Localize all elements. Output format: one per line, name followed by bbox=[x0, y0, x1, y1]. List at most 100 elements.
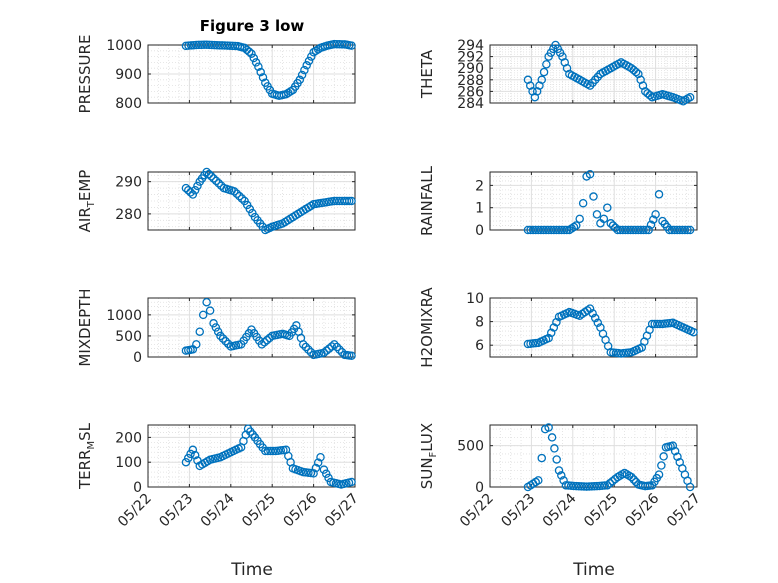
y-tick-label: 286 bbox=[457, 84, 484, 100]
y-axis-label: MIXDEPTH bbox=[76, 288, 94, 366]
data-point bbox=[183, 453, 193, 463]
data-point bbox=[689, 327, 698, 337]
x-tick-label: 05/25 bbox=[239, 491, 279, 531]
data-point bbox=[319, 465, 329, 474]
data-point bbox=[649, 215, 658, 224]
data-point bbox=[569, 222, 579, 232]
data-point bbox=[562, 225, 572, 235]
data-point bbox=[585, 304, 595, 313]
y-axis-label: PRESSURE bbox=[76, 35, 94, 114]
data-point bbox=[211, 176, 221, 186]
data-point bbox=[673, 452, 682, 461]
data-point bbox=[186, 188, 195, 197]
x-tick-label: 05/24 bbox=[540, 490, 580, 530]
data-point bbox=[190, 450, 200, 460]
data-point bbox=[550, 444, 559, 453]
x-tick-label: 05/25 bbox=[581, 491, 621, 531]
data-point bbox=[262, 335, 272, 345]
y-tick-label: 100 bbox=[115, 455, 142, 471]
data-point bbox=[597, 481, 607, 491]
data-point bbox=[309, 469, 318, 478]
subplot-7: 0 100 200 05/22 05/23 05/24 05/25 05/26 05/27 TER… bbox=[76, 422, 362, 530]
data-point bbox=[216, 331, 225, 341]
data-point bbox=[629, 475, 639, 484]
data-point bbox=[221, 336, 230, 346]
data-point bbox=[592, 210, 602, 219]
data-point bbox=[193, 181, 202, 191]
figure-title: Figure 3 low bbox=[200, 17, 305, 35]
data-point bbox=[680, 225, 690, 235]
data-point bbox=[229, 187, 239, 196]
axes-box bbox=[147, 297, 356, 358]
data-point bbox=[557, 471, 566, 480]
data-point bbox=[657, 461, 666, 470]
y-axis-label: AIRTEMP bbox=[76, 170, 97, 233]
data-point bbox=[304, 345, 313, 354]
x-tick-label: 05/22 bbox=[115, 491, 155, 531]
data-point bbox=[188, 445, 198, 455]
data-point bbox=[258, 73, 268, 82]
data-point bbox=[181, 457, 191, 467]
data-point bbox=[298, 340, 308, 349]
data-point bbox=[192, 340, 201, 349]
data-point bbox=[544, 423, 553, 432]
y-tick-label: 0 bbox=[133, 350, 142, 366]
y-tick-label: 6 bbox=[475, 338, 484, 354]
data-point bbox=[347, 351, 356, 360]
data-point bbox=[249, 53, 259, 63]
y-tick-label: 500 bbox=[457, 439, 484, 455]
y-axis-label: TERRMSL bbox=[76, 422, 97, 490]
y-tick-label: 280 bbox=[115, 207, 142, 223]
subplot-5: 0 500 1000 MIXDEPTH bbox=[76, 288, 356, 367]
data-point bbox=[265, 333, 274, 343]
axes-box bbox=[489, 297, 698, 358]
axes-box bbox=[489, 44, 698, 104]
data-point bbox=[654, 190, 664, 199]
x-tick-label: 05/22 bbox=[457, 491, 497, 531]
y-tick-label: 8 bbox=[475, 315, 484, 331]
y-axis-label: SUNFLUX bbox=[418, 423, 439, 489]
data-point bbox=[257, 340, 267, 349]
data-point bbox=[186, 449, 195, 459]
data-point bbox=[214, 179, 223, 188]
y-tick-label: 292 bbox=[457, 50, 484, 66]
data-point bbox=[537, 75, 547, 85]
data-point bbox=[342, 196, 352, 206]
data-point bbox=[659, 452, 668, 461]
data-point bbox=[588, 309, 597, 318]
data-point bbox=[347, 477, 356, 487]
data-point bbox=[654, 470, 664, 479]
data-point bbox=[670, 446, 680, 456]
y-tick-label: 800 bbox=[115, 96, 142, 112]
data-point bbox=[181, 183, 191, 193]
data-point bbox=[589, 192, 598, 201]
data-point bbox=[599, 214, 609, 224]
x-tick-label: 05/27 bbox=[664, 491, 704, 531]
y-tick-label: 2 bbox=[475, 178, 484, 194]
data-point bbox=[297, 70, 307, 80]
data-point bbox=[256, 67, 265, 77]
data-point bbox=[608, 221, 618, 230]
data-point bbox=[600, 481, 609, 490]
y-tick-label: 290 bbox=[115, 175, 142, 191]
y-tick-label: 500 bbox=[115, 329, 142, 345]
y-tick-label: 290 bbox=[457, 61, 484, 77]
data-point bbox=[332, 342, 342, 352]
data-point bbox=[324, 473, 333, 483]
y-tick-label: 200 bbox=[115, 430, 142, 446]
data-point bbox=[685, 225, 695, 235]
x-axis-label-left: Time bbox=[230, 560, 273, 580]
axes-box bbox=[147, 424, 356, 488]
data-point bbox=[247, 49, 256, 58]
data-point bbox=[190, 186, 200, 195]
subplot-8: 0 500 05/22 05/23 05/24 05/25 05/26 05/27 SUNFLU… bbox=[418, 423, 704, 531]
data-point bbox=[578, 198, 588, 208]
subplot-1: 800 900 1000 PRESSURE bbox=[76, 35, 356, 114]
data-point bbox=[254, 62, 263, 72]
data-point bbox=[641, 225, 651, 235]
data-point bbox=[213, 327, 223, 336]
y-axis-label: H2OMIXRA bbox=[418, 287, 436, 368]
x-tick-label: 05/24 bbox=[198, 490, 238, 530]
